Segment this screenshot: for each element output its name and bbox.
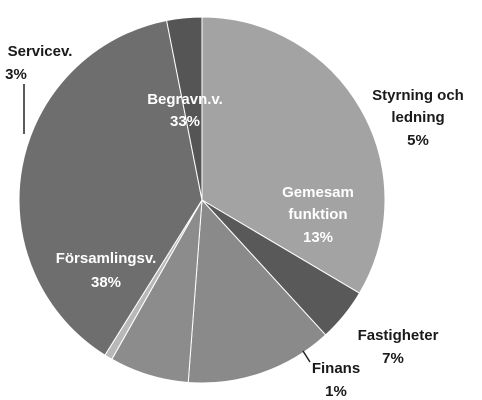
- slice-pct-finans: 1%: [325, 383, 347, 400]
- slice-label-styrning-line1: Styrning och: [372, 87, 464, 104]
- slice-label-finans: Finans: [312, 360, 360, 377]
- slice-pct-styrning: 5%: [407, 132, 429, 149]
- finans-leader-line: [302, 350, 311, 363]
- slice-label-forsamlingsv: Församlingsv.: [56, 250, 157, 267]
- slice-label-gemesam-line2: funktion: [288, 206, 347, 223]
- pie-slices: [18, 16, 386, 384]
- slice-label-begravnv: Begravn.v.: [147, 91, 223, 108]
- pie-slice-gemesam-funktion: [187, 199, 327, 384]
- slice-label-servicev: Servicev.: [8, 43, 73, 60]
- slice-pct-gemesam: 13%: [303, 229, 333, 246]
- pie-labels: Begravn.v. 33% Styrning och ledning 5% G…: [5, 43, 464, 400]
- slice-pct-begravnv: 33%: [170, 113, 200, 130]
- slice-label-fastigheter: Fastigheter: [358, 327, 439, 344]
- slice-pct-fastigheter: 7%: [382, 350, 404, 367]
- pie-slice-forsamlingsv: [18, 19, 203, 356]
- slice-label-styrning-line2: ledning: [391, 109, 444, 126]
- slice-pct-servicev: 3%: [5, 66, 27, 83]
- slice-label-gemesam-line1: Gemesam: [282, 184, 354, 201]
- pie-slice-servicev: [166, 16, 203, 201]
- slice-pct-forsamlingsv: 38%: [91, 274, 121, 291]
- pie-slice-begravn-v: [201, 16, 386, 294]
